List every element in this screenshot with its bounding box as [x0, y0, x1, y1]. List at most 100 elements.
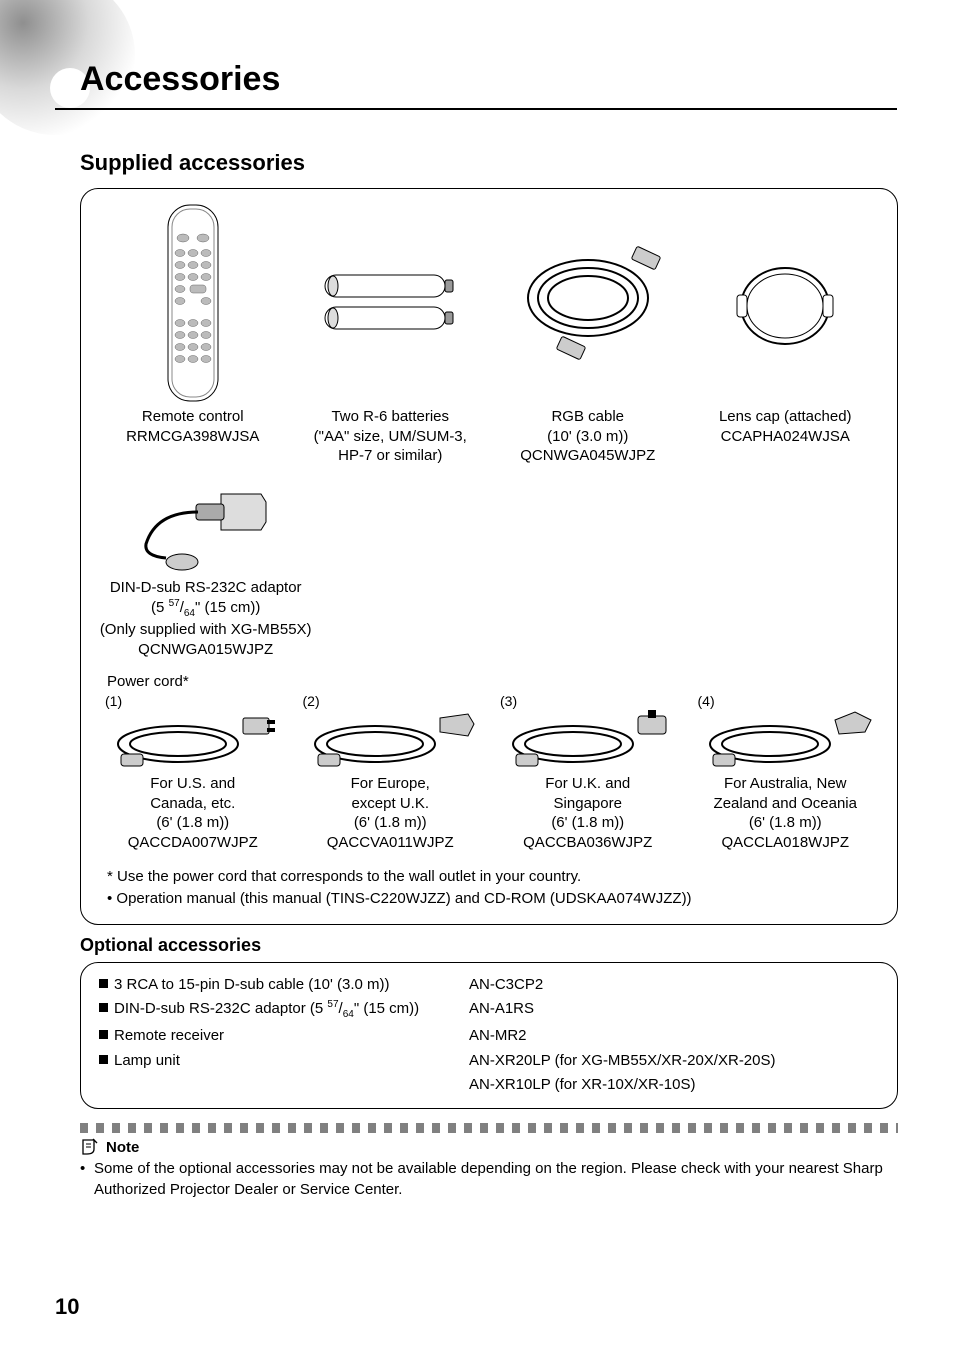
- opt-text-1: 3 RCA to 15-pin D-sub cable (10' (3.0 m)…: [114, 976, 389, 993]
- lens-cap-icon: [725, 261, 845, 351]
- cord-icon-4: [695, 710, 875, 770]
- supplied-box: Remote control RRMCGA398WJSA Two R-6 bat…: [80, 188, 898, 925]
- cord-cell-1: (1) For U.S. and Canada, etc. (6' (1.8 m…: [99, 692, 287, 852]
- bullet-icon: [99, 1055, 108, 1064]
- cord-cell-3: (3) For U.K. and Singapore (6' (1.8 m)) …: [494, 692, 682, 852]
- adaptor-l2d: 64: [184, 608, 195, 619]
- supplied-row-1: Remote control RRMCGA398WJSA Two R-6 bat…: [99, 203, 879, 466]
- adaptor-l1: DIN-D-sub RS-232C adaptor: [99, 578, 312, 598]
- opt-label-3: Remote receiver: [99, 1024, 469, 1049]
- cord-l1-3: For U.K. and: [494, 774, 682, 794]
- cord-n-4: (4): [692, 692, 880, 710]
- rgb-l3: QCNWGA045WJPZ: [494, 446, 682, 466]
- opt-frac-n: 57: [327, 999, 338, 1010]
- page-header: Accessories: [55, 30, 899, 130]
- batteries-icon: [315, 265, 465, 341]
- supplied-heading: Supplied accessories: [80, 150, 899, 176]
- opt-code-5: AN-XR10LP (for XR-10X/XR-10S): [469, 1073, 879, 1098]
- opt-row-5: AN-XR10LP (for XR-10X/XR-10S): [99, 1073, 879, 1098]
- footnotes: * Use the power cord that corresponds to…: [107, 866, 879, 910]
- bullet-icon: [99, 1030, 108, 1039]
- title-underline: [55, 108, 897, 110]
- opt-row-1: 3 RCA to 15-pin D-sub cable (10' (3.0 m)…: [99, 973, 879, 998]
- rgb-l2: (10' (3.0 m)): [494, 427, 682, 447]
- bullet-icon: [99, 979, 108, 988]
- cord-l2-3: Singapore: [494, 794, 682, 814]
- rgb-cable-icon: [503, 243, 673, 363]
- cord-l2-1: Canada, etc.: [99, 794, 287, 814]
- adaptor-l2a: (5: [151, 599, 169, 616]
- opt-label-1: 3 RCA to 15-pin D-sub cable (10' (3.0 m)…: [99, 973, 469, 998]
- optional-box: 3 RCA to 15-pin D-sub cable (10' (3.0 m)…: [80, 962, 898, 1110]
- cord-l2-2: except U.K.: [297, 794, 485, 814]
- adaptor-l3: (Only supplied with XG-MB55X): [99, 620, 312, 640]
- cord-l3-1: (6' (1.8 m)): [99, 813, 287, 833]
- opt-text-2b: " (15 cm)): [354, 1000, 419, 1017]
- optional-heading: Optional accessories: [80, 935, 899, 956]
- opt-code-2: AN-A1RS: [469, 997, 879, 1024]
- batt-l3: HP-7 or similar): [297, 446, 485, 466]
- adaptor-spacer: [322, 484, 879, 660]
- powercord-heading: Power cord*: [107, 673, 879, 690]
- opt-row-2: DIN-D-sub RS-232C adaptor (5 57/64" (15 …: [99, 997, 879, 1024]
- cord-l4-4: QACCLA018WJPZ: [692, 833, 880, 853]
- remote-l2: RRMCGA398WJSA: [99, 427, 287, 447]
- cord-icon-2: [300, 710, 480, 770]
- opt-label-2: DIN-D-sub RS-232C adaptor (5 57/64" (15 …: [99, 997, 469, 1024]
- adaptor-l2e: " (15 cm)): [195, 599, 260, 616]
- note-text: Some of the optional accessories may not…: [94, 1159, 899, 1200]
- cord-cell-2: (2) For Europe, except U.K. (6' (1.8 m))…: [297, 692, 485, 852]
- note-label: Note: [106, 1139, 139, 1156]
- cord-l3-2: (6' (1.8 m)): [297, 813, 485, 833]
- note-body: • Some of the optional accessories may n…: [80, 1159, 899, 1200]
- page-number: 10: [55, 1294, 79, 1320]
- adaptor-icon: [126, 484, 286, 574]
- opt-text-3: Remote receiver: [114, 1027, 224, 1044]
- dotted-divider: [80, 1123, 898, 1133]
- note-icon: [80, 1137, 100, 1157]
- opt-code-4: AN-XR20LP (for XG-MB55X/XR-20X/XR-20S): [469, 1049, 879, 1074]
- adaptor-cell: DIN-D-sub RS-232C adaptor (5 57/64" (15 …: [99, 484, 312, 660]
- page-title: Accessories: [80, 60, 280, 99]
- cord-l3-4: (6' (1.8 m)): [692, 813, 880, 833]
- opt-row-4: Lamp unit AN-XR20LP (for XG-MB55X/XR-20X…: [99, 1049, 879, 1074]
- lens-l2: CCAPHA024WJSA: [692, 427, 880, 447]
- cord-l4-2: QACCVA011WJPZ: [297, 833, 485, 853]
- remote-l1: Remote control: [99, 407, 287, 427]
- batt-l1: Two R-6 batteries: [297, 407, 485, 427]
- remote-cell: Remote control RRMCGA398WJSA: [99, 203, 287, 466]
- opt-code-1: AN-C3CP2: [469, 973, 879, 998]
- cord-n-3: (3): [494, 692, 682, 710]
- opt-text-4: Lamp unit: [114, 1052, 180, 1069]
- adaptor-l4: QCNWGA015WJPZ: [99, 640, 312, 660]
- bullet-icon: [99, 1003, 108, 1012]
- cord-icon-1: [103, 710, 283, 770]
- supplied-row-2: DIN-D-sub RS-232C adaptor (5 57/64" (15 …: [99, 484, 879, 660]
- cord-l1-4: For Australia, New: [692, 774, 880, 794]
- cord-cell-4: (4) For Australia, New Zealand and Ocean…: [692, 692, 880, 852]
- cord-l3-3: (6' (1.8 m)): [494, 813, 682, 833]
- remote-icon: [148, 203, 238, 403]
- batt-l2: ("AA" size, UM/SUM-3,: [297, 427, 485, 447]
- cord-icon-3: [498, 710, 678, 770]
- lens-l1: Lens cap (attached): [692, 407, 880, 427]
- cord-l2-4: Zealand and Oceania: [692, 794, 880, 814]
- cord-l1-1: For U.S. and: [99, 774, 287, 794]
- cord-l4-3: QACCBA036WJPZ: [494, 833, 682, 853]
- opt-label-5: [99, 1073, 469, 1098]
- opt-row-3: Remote receiver AN-MR2: [99, 1024, 879, 1049]
- batteries-cell: Two R-6 batteries ("AA" size, UM/SUM-3, …: [297, 203, 485, 466]
- opt-text-2a: DIN-D-sub RS-232C adaptor (5: [114, 1000, 327, 1017]
- adaptor-l2: (5 57/64" (15 cm)): [99, 597, 312, 620]
- cord-l4-1: QACCDA007WJPZ: [99, 833, 287, 853]
- cord-n-1: (1): [99, 692, 287, 710]
- rgb-cell: RGB cable (10' (3.0 m)) QCNWGA045WJPZ: [494, 203, 682, 466]
- opt-code-3: AN-MR2: [469, 1024, 879, 1049]
- footnote-1: * Use the power cord that corresponds to…: [107, 866, 879, 888]
- rgb-l1: RGB cable: [494, 407, 682, 427]
- powercord-row: (1) For U.S. and Canada, etc. (6' (1.8 m…: [99, 692, 879, 852]
- opt-frac-d: 64: [343, 1009, 354, 1020]
- opt-label-4: Lamp unit: [99, 1049, 469, 1074]
- cord-n-2: (2): [297, 692, 485, 710]
- lens-cell: Lens cap (attached) CCAPHA024WJSA: [692, 203, 880, 466]
